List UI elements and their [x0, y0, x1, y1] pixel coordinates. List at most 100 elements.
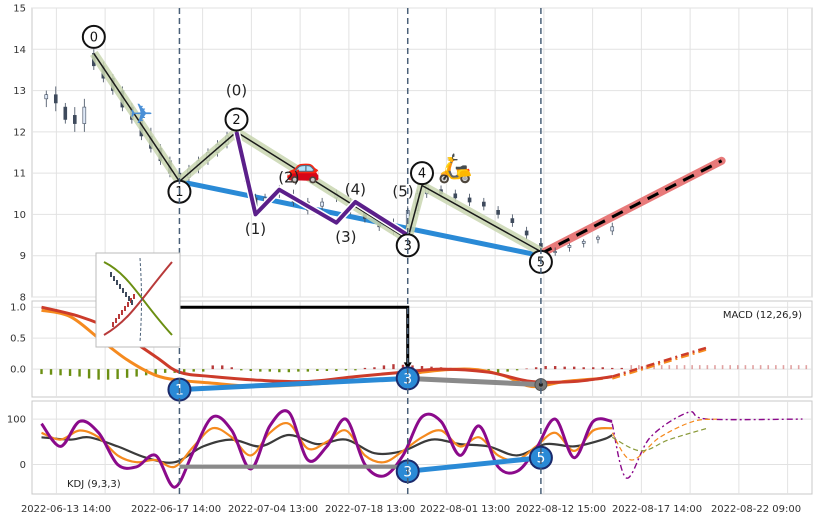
macd-histogram-bar — [430, 366, 433, 370]
macd-histogram-bar — [316, 369, 319, 371]
macd-histogram-bar — [87, 369, 91, 379]
macd-histogram-bar — [496, 369, 500, 373]
inset-candle — [124, 306, 126, 311]
inset-candle — [115, 318, 117, 323]
macd-histogram-bar — [601, 367, 604, 370]
candle — [482, 201, 486, 207]
macd-histogram-bar — [797, 365, 800, 370]
candle — [596, 236, 600, 240]
kdj-label: KDJ (9,3,3) — [67, 479, 121, 490]
y-tick-label: 100 — [7, 415, 26, 426]
y-tick-label: 15 — [13, 4, 26, 15]
macd-histogram-bar — [344, 369, 348, 371]
macd-histogram-bar — [744, 365, 747, 370]
macd-projection — [611, 348, 708, 380]
trend-line — [176, 178, 544, 259]
macd-histogram-bar — [68, 369, 72, 376]
macd-histogram-bar — [698, 365, 701, 370]
inset-candle — [113, 276, 115, 281]
candle — [44, 94, 49, 100]
macd-histogram-bar — [805, 365, 808, 370]
j-line — [40, 409, 613, 489]
wave-label: (5) — [392, 183, 413, 201]
x-tick-label: 2022-08-22 09:00 — [711, 504, 801, 515]
macd-histogram-bar — [268, 369, 272, 372]
macd-histogram-bar — [78, 369, 81, 377]
inset-candle — [121, 310, 123, 315]
macd-histogram-bar — [721, 365, 724, 370]
macd-label: MACD (12,26,9) — [723, 310, 802, 321]
macd-histogram-bar — [592, 367, 595, 370]
inset-candle — [122, 288, 124, 293]
candle — [553, 251, 557, 253]
y-tick-label: 9 — [20, 251, 26, 262]
macd-histogram-bar — [775, 365, 777, 370]
y-tick-label: 11 — [13, 169, 26, 180]
candle — [53, 94, 58, 104]
y-tick-label: 13 — [13, 86, 26, 97]
scooter-icon: 🛵 — [438, 151, 473, 184]
macd-histogram-bar — [182, 369, 186, 373]
k-projection — [611, 418, 717, 461]
y-tick-label: 0 — [20, 460, 26, 471]
y-tick-label: 12 — [13, 127, 26, 138]
x-tick-label: 2022-08-12 15:00 — [516, 504, 606, 515]
wave-label: (4) — [345, 181, 366, 199]
macd-histogram-bar — [163, 369, 167, 373]
macd-histogram-bar — [230, 367, 233, 370]
y-tick-label: 1.0 — [10, 303, 26, 314]
inset-candle — [127, 302, 129, 307]
grid — [31, 7, 813, 495]
macd-histogram-bar — [534, 367, 538, 370]
wave-label: 3 — [404, 239, 412, 254]
car-icon: 🚗 — [286, 151, 321, 184]
y-tick-label: 8 — [20, 293, 26, 304]
candle — [581, 240, 586, 244]
gray-marker-dot — [538, 382, 543, 387]
connector-arrow — [403, 362, 412, 370]
inset-candle — [116, 280, 118, 285]
wave-label: 2 — [232, 113, 240, 128]
wave-label-circle — [81, 24, 106, 49]
y-tick-label: 14 — [13, 45, 26, 56]
inset-candle — [119, 284, 121, 289]
candle — [510, 218, 515, 223]
macd-histogram-bar — [49, 369, 53, 375]
j-projection — [611, 410, 803, 479]
macd-histogram-bar — [59, 369, 62, 376]
macd-histogram-bar — [354, 369, 357, 371]
candle — [610, 226, 615, 232]
macd-histogram-bar — [154, 369, 157, 375]
kdj-divergence-line — [407, 455, 542, 474]
macd-histogram-bar — [325, 369, 329, 371]
candle — [567, 245, 572, 248]
macd-histogram-bar — [737, 365, 739, 370]
macd-histogram-bar — [192, 369, 195, 372]
x-tick-label: 2022-07-18 13:00 — [325, 504, 415, 515]
wave-label: 4 — [418, 167, 426, 182]
y-tick-label: 10 — [13, 210, 26, 221]
macd-histogram-bar — [572, 366, 576, 370]
macd-histogram-bar — [653, 365, 655, 370]
x-tick-label: 2022-06-13 14:00 — [21, 504, 111, 515]
inset-curve — [103, 261, 173, 336]
inset-candle — [128, 296, 130, 301]
macd-histogram-bar — [729, 365, 731, 370]
macd-histogram-bar — [97, 369, 100, 380]
macd-histogram-bar — [660, 365, 663, 370]
macd-histogram-bar — [759, 365, 762, 370]
candle — [524, 230, 529, 236]
wave-label: 0 — [90, 30, 98, 45]
inset-curve — [103, 261, 173, 336]
price-panel: ✈🚗🛵012345(0)(1)(2)(3)(4)(5) — [44, 24, 726, 274]
macd-histogram-bar — [116, 369, 119, 380]
macd-histogram-bar — [525, 368, 528, 370]
macd-histogram-bar — [676, 365, 678, 370]
macd-histogram-bar — [249, 369, 252, 371]
macd-histogram-bar — [259, 369, 262, 372]
macd-histogram-bar — [221, 365, 224, 370]
candle — [82, 106, 87, 124]
macd-histogram-bar — [40, 369, 43, 375]
macd-histogram-bar — [691, 365, 693, 370]
